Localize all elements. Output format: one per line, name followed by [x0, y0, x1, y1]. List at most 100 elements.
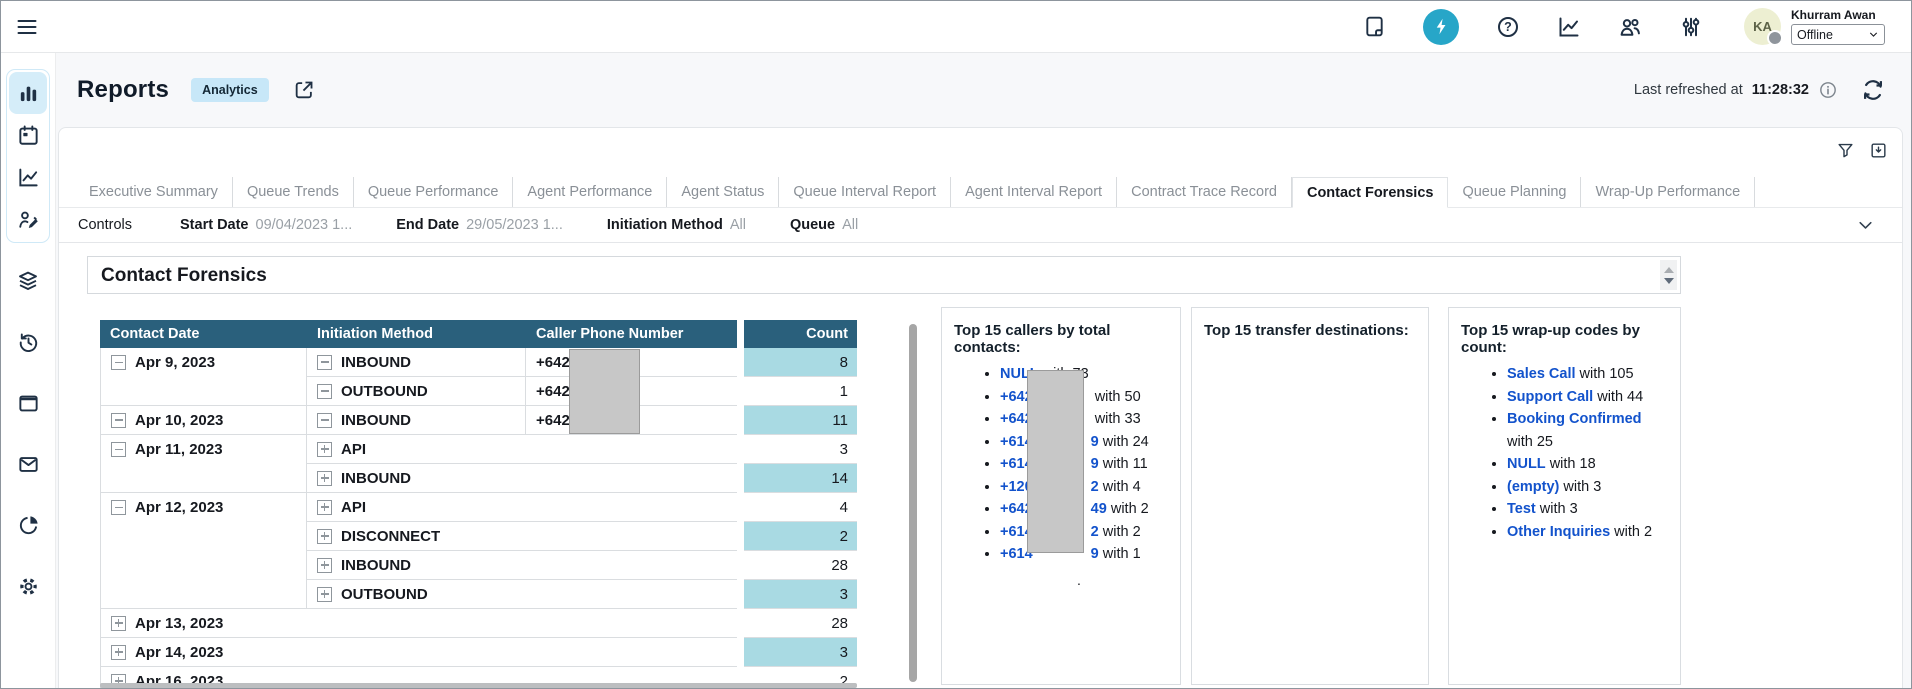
settings-sliders-icon[interactable] — [1679, 15, 1703, 39]
expand-toggle-icon[interactable] — [317, 558, 332, 573]
collapse-toggle-icon[interactable] — [111, 413, 126, 428]
controls-expand-chevron-icon[interactable] — [1857, 217, 1874, 234]
item-text: with 50 — [1091, 389, 1141, 405]
report-tabs: Executive SummaryQueue TrendsQueue Perfo… — [59, 177, 1902, 208]
item-link[interactable]: Test — [1507, 501, 1536, 517]
table-row[interactable]: Apr 10, 2023INBOUND+64211 — [100, 406, 857, 435]
avatar[interactable]: KA — [1744, 8, 1781, 45]
expand-toggle-icon[interactable] — [317, 442, 332, 457]
app-window: ? KA Khurram Awan Offline — [0, 0, 1912, 689]
tab-contact-forensics[interactable]: Contact Forensics — [1292, 177, 1449, 208]
expand-toggle-icon[interactable] — [111, 645, 126, 660]
users-icon[interactable] — [1618, 15, 1642, 39]
tab-queue-interval-report[interactable]: Queue Interval Report — [779, 177, 951, 207]
horizontal-scrollbar[interactable] — [100, 683, 857, 688]
contact-date-cell — [100, 464, 307, 493]
table-row[interactable]: Apr 9, 2023INBOUND+6428 — [100, 348, 857, 377]
collapse-toggle-icon[interactable] — [111, 355, 126, 370]
table-row[interactable]: OUTBOUND+6421 — [100, 377, 857, 406]
table-row[interactable]: Apr 12, 2023API4 — [100, 493, 857, 522]
sidebar-item-window[interactable] — [16, 391, 40, 415]
tab-contract-trace-record[interactable]: Contract Trace Record — [1117, 177, 1292, 207]
item-link[interactable]: NULL — [1507, 456, 1546, 472]
filter-queue[interactable]: QueueAll — [790, 217, 858, 233]
tab-agent-status[interactable]: Agent Status — [667, 177, 779, 207]
expand-toggle-icon[interactable] — [317, 471, 332, 486]
item-link[interactable]: Booking Confirmed — [1507, 411, 1642, 427]
contact-date-cell — [100, 377, 307, 406]
collapse-toggle-icon[interactable] — [317, 413, 332, 428]
item-link[interactable]: 9 — [1091, 434, 1099, 450]
lightning-icon[interactable] — [1423, 9, 1459, 45]
refresh-icon[interactable] — [1861, 78, 1885, 102]
external-link-icon[interactable] — [293, 79, 315, 101]
sidebar-item-history[interactable] — [16, 330, 40, 354]
contact-date-cell: Apr 13, 2023 — [100, 609, 307, 638]
item-link[interactable]: Other Inquiries — [1507, 524, 1610, 540]
caller-phone-text: +642 — [536, 383, 570, 400]
bar-chart-icon — [17, 82, 40, 105]
filter-initiation-method[interactable]: Initiation MethodAll — [607, 217, 746, 233]
collapse-toggle-icon[interactable] — [111, 500, 126, 515]
collapse-toggle-icon[interactable] — [317, 384, 332, 399]
sidebar-item-pie-chart[interactable] — [16, 513, 40, 537]
sidebar-item-settings[interactable] — [16, 574, 40, 598]
status-dropdown[interactable]: Offline — [1791, 24, 1885, 45]
item-link[interactable]: 9 — [1091, 456, 1099, 472]
metrics-icon[interactable] — [1557, 15, 1581, 39]
table-row[interactable]: INBOUND14 — [100, 464, 857, 493]
expand-toggle-icon[interactable] — [317, 500, 332, 515]
table-row[interactable]: INBOUND28 — [100, 551, 857, 580]
column-header-count[interactable]: Count — [744, 320, 857, 348]
item-link[interactable]: 2 — [1091, 524, 1099, 540]
item-link[interactable]: 9 — [1091, 546, 1099, 562]
column-header-initiation-method[interactable]: Initiation Method — [307, 320, 526, 348]
sidebar-item-calendar[interactable] — [9, 114, 47, 156]
item-link[interactable]: (empty) — [1507, 479, 1559, 495]
spinner-down-icon[interactable] — [1664, 278, 1674, 284]
table-row[interactable]: OUTBOUND3 — [100, 580, 857, 609]
table-row[interactable]: DISCONNECT2 — [100, 522, 857, 551]
sidebar-item-design-edit[interactable] — [9, 198, 47, 240]
tab-executive-summary[interactable]: Executive Summary — [75, 177, 233, 207]
expand-toggle-icon[interactable] — [317, 529, 332, 544]
collapse-toggle-icon[interactable] — [111, 442, 126, 457]
column-header-contact-date[interactable]: Contact Date — [100, 320, 307, 348]
tab-queue-performance[interactable]: Queue Performance — [354, 177, 514, 207]
sidebar-item-bar-chart[interactable] — [9, 72, 47, 114]
item-link[interactable]: 49 — [1091, 501, 1107, 517]
item-link[interactable]: 2 — [1091, 479, 1099, 495]
filter-icon[interactable] — [1836, 141, 1855, 160]
tab-queue-planning[interactable]: Queue Planning — [1448, 177, 1581, 207]
filter-start-date[interactable]: Start Date09/04/2023 1... — [180, 217, 352, 233]
calendar-icon — [17, 124, 40, 147]
table-row[interactable]: Apr 11, 2023API3 — [100, 435, 857, 464]
tab-agent-performance[interactable]: Agent Performance — [513, 177, 667, 207]
info-icon[interactable] — [1818, 80, 1838, 100]
help-icon[interactable]: ? — [1496, 15, 1520, 39]
sidebar-item-layers[interactable] — [16, 269, 40, 293]
spinner-up-icon[interactable] — [1664, 267, 1674, 273]
column-header-caller-phone-number[interactable]: Caller Phone Number — [526, 320, 737, 348]
tab-wrap-up-performance[interactable]: Wrap-Up Performance — [1581, 177, 1755, 207]
table-row[interactable]: Apr 13, 202328 — [100, 609, 857, 638]
tab-agent-interval-report[interactable]: Agent Interval Report — [951, 177, 1117, 207]
tab-queue-trends[interactable]: Queue Trends — [233, 177, 354, 207]
count-cell: 4 — [744, 493, 857, 522]
notes-icon[interactable] — [1362, 15, 1386, 39]
filter-end-date[interactable]: End Date29/05/2023 1... — [396, 217, 563, 233]
scrollbar-thumb[interactable] — [909, 324, 917, 682]
section-spinner — [1660, 260, 1677, 290]
table-row[interactable]: Apr 14, 20233 — [100, 638, 857, 667]
hamburger-menu-icon[interactable] — [15, 15, 39, 39]
collapse-toggle-icon[interactable] — [317, 355, 332, 370]
download-icon[interactable] — [1869, 141, 1888, 160]
item-link[interactable]: Support Call — [1507, 389, 1593, 405]
expand-toggle-icon[interactable] — [111, 616, 126, 631]
expand-toggle-icon[interactable] — [317, 587, 332, 602]
sidebar-item-mail[interactable] — [16, 452, 40, 476]
vertical-scrollbar[interactable] — [908, 324, 918, 686]
panel-list-item: +6149 with 1 — [1000, 543, 1168, 566]
item-link[interactable]: Sales Call — [1507, 366, 1576, 382]
sidebar-item-line-chart[interactable] — [9, 156, 47, 198]
